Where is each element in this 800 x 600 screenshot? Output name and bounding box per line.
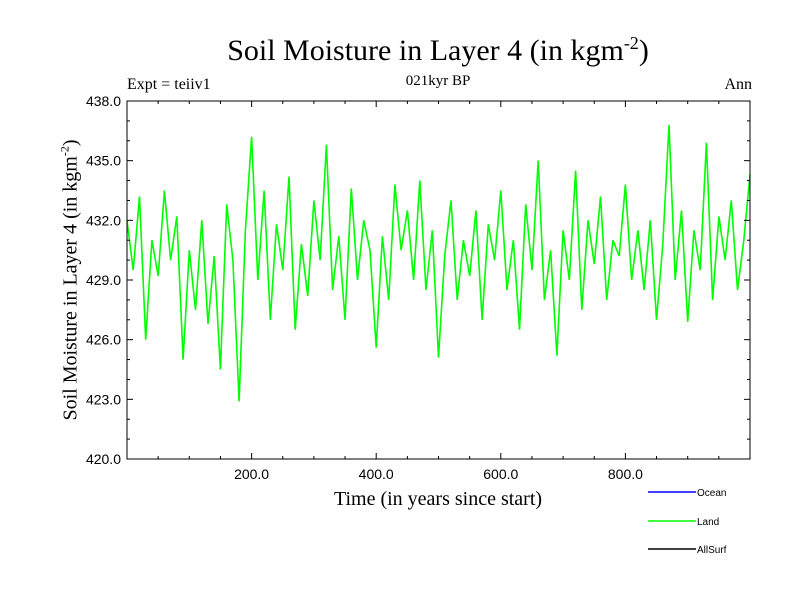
x-axis-label: Time (in years since start): [333, 488, 543, 510]
legend-label-ocean: Ocean: [697, 488, 726, 499]
legend-label-allsurf: AllSurf: [697, 545, 727, 556]
chart-title: Soil Moisture in Layer 4 (in kgm-2): [227, 33, 649, 67]
series-line-land: [126, 124, 751, 402]
x-tick-label: 800.0: [608, 466, 643, 482]
x-tick-label: 400.0: [359, 466, 394, 482]
y-tick-label: 438.0: [86, 93, 121, 109]
period-label: Ann: [724, 76, 752, 93]
chart-subtitle: 021kyr BP: [405, 73, 471, 89]
plot-frame: [126, 100, 751, 460]
experiment-label: Expt = teiiv1: [127, 76, 211, 93]
y-tick-label: 426.0: [86, 332, 121, 348]
legend-label-land: Land: [697, 517, 719, 528]
y-tick-label: 432.0: [86, 212, 121, 228]
y-tick-label: 435.0: [86, 153, 121, 169]
x-tick-label: 200.0: [234, 466, 269, 482]
y-tick-label: 420.0: [86, 451, 121, 467]
y-tick-label: 423.0: [86, 391, 121, 407]
y-tick-label: 429.0: [86, 272, 121, 288]
x-tick-label: 600.0: [483, 466, 518, 482]
